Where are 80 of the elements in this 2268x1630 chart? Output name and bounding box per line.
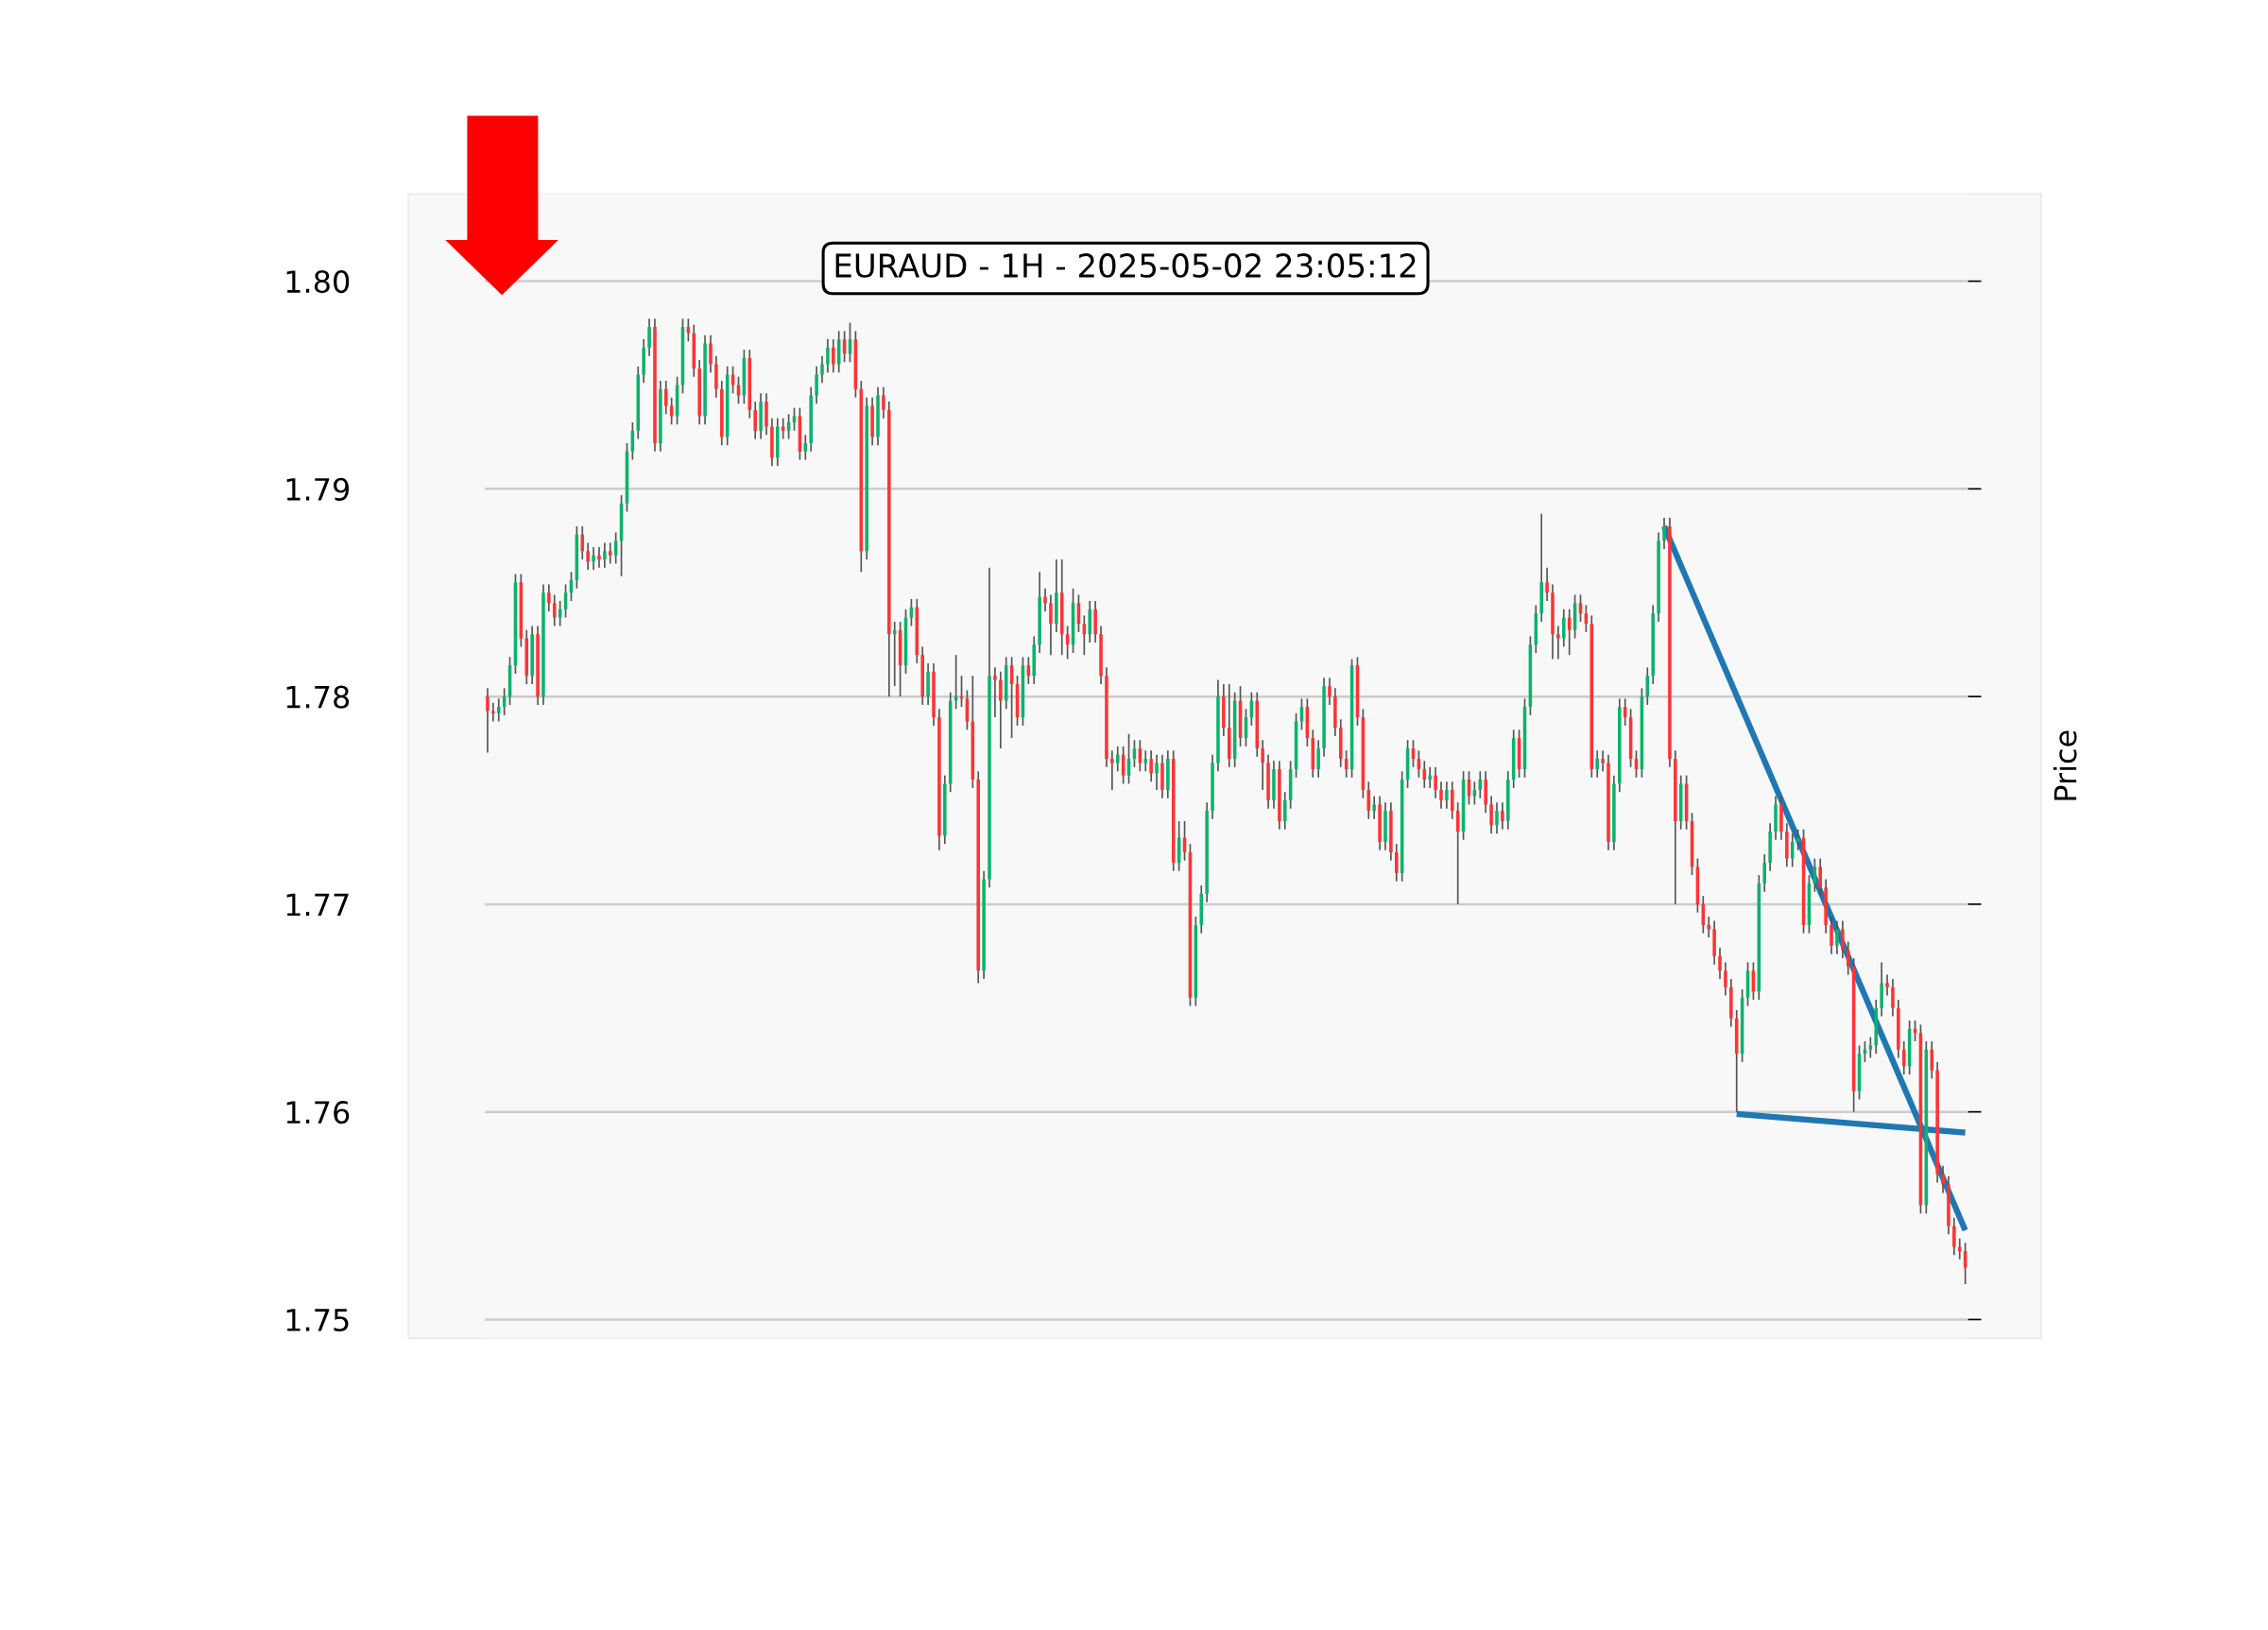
candlestick — [1316, 739, 1320, 779]
candlestick — [552, 593, 557, 627]
candlestick — [1501, 801, 1504, 831]
candlestick — [496, 697, 501, 723]
candlestick — [1718, 947, 1722, 980]
candlestick — [1957, 1237, 1962, 1261]
candlestick — [1545, 567, 1549, 602]
candlestick — [753, 401, 757, 440]
candlestick — [1762, 853, 1766, 893]
candlestick — [1261, 739, 1264, 791]
candlestick — [1143, 749, 1148, 773]
candlestick — [1830, 916, 1833, 955]
y-axis-title: Price — [2053, 730, 2077, 800]
candlestick — [882, 386, 885, 420]
candlestick — [1901, 1040, 1906, 1075]
candlestick — [1049, 593, 1053, 657]
candlestick — [547, 583, 551, 612]
candlestick — [1495, 801, 1499, 835]
candlestick — [1868, 1036, 1873, 1059]
candlestick — [832, 338, 835, 374]
candlestick — [1930, 1040, 1934, 1080]
candlestick — [1366, 781, 1371, 820]
candlestick — [609, 541, 612, 565]
candlestick — [1941, 1164, 1945, 1194]
y-tick-label: 1.76 — [286, 1101, 350, 1124]
candlestick — [1707, 916, 1710, 938]
candlestick — [1434, 766, 1437, 799]
candlestick — [1115, 746, 1120, 773]
candlestick — [1556, 625, 1560, 661]
candlestick — [1846, 940, 1850, 976]
candlestick — [1891, 978, 1895, 1018]
candlestick — [1395, 843, 1399, 883]
candlestick — [1952, 1216, 1956, 1257]
candlestick — [1595, 749, 1599, 779]
candlestick — [647, 317, 651, 357]
candlestick — [1472, 781, 1477, 806]
candlestick — [1439, 781, 1443, 810]
y-tick-label: 1.79 — [286, 477, 350, 501]
candlestick — [1818, 857, 1822, 897]
candlestick — [1149, 749, 1153, 783]
candlestick — [1601, 749, 1605, 773]
candlestick — [792, 406, 797, 432]
candlestick — [709, 334, 713, 374]
text: EURAUD - 1H - 2025-05-02 23:05:12 — [835, 253, 1416, 278]
candlestick — [586, 541, 590, 571]
candlestick — [1835, 919, 1839, 955]
candlestick — [592, 546, 595, 571]
candlestick — [1155, 753, 1159, 791]
candlestick — [1841, 919, 1845, 959]
candlestick — [664, 380, 668, 416]
candlestick — [580, 525, 585, 560]
candlestick — [1428, 766, 1432, 789]
candlestick — [1724, 961, 1727, 997]
y-tick-label: 1.78 — [286, 685, 350, 709]
candlestick — [597, 546, 601, 569]
candlestick — [1282, 791, 1287, 831]
candlestick — [1328, 677, 1332, 706]
candlestick — [603, 541, 607, 569]
candlestick — [1110, 749, 1114, 791]
candlestick — [686, 317, 691, 343]
candlestick — [1489, 795, 1493, 835]
candlestick — [826, 338, 830, 374]
candlestick — [486, 687, 490, 754]
candlestick — [815, 365, 818, 405]
y-tick-label: 1.80 — [286, 270, 350, 294]
candlestick — [999, 670, 1003, 749]
candlestick — [1451, 781, 1454, 820]
candlestick — [1562, 608, 1566, 648]
candlestick — [1043, 588, 1047, 612]
candlestick — [1885, 973, 1889, 997]
y-tick-label: 1.75 — [286, 1309, 349, 1332]
candlestick — [1662, 517, 1666, 550]
candlestick — [491, 701, 495, 723]
candlestick — [1445, 781, 1449, 810]
candlestick — [1372, 795, 1376, 820]
candlestick — [954, 654, 958, 711]
y-tick-label: 1.77 — [286, 893, 349, 917]
candlestick — [781, 417, 785, 440]
candlestick — [993, 666, 997, 718]
candlestick — [820, 354, 824, 385]
